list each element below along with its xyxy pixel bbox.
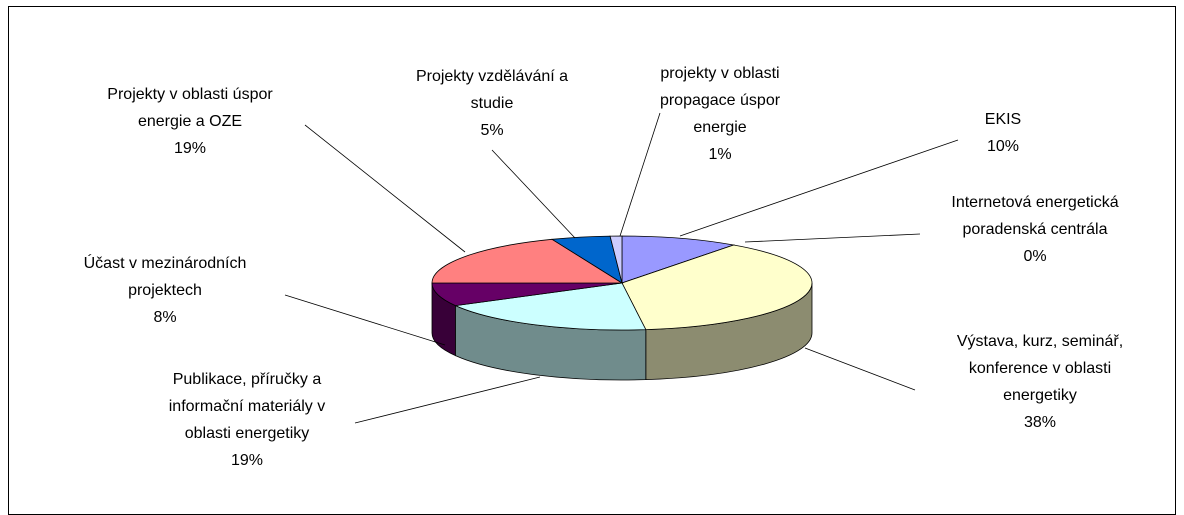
slice-label: Projekty v oblasti úspor energie a OZE — [107, 86, 273, 130]
value-label: 1% — [708, 146, 731, 163]
slice — [621, 244, 813, 331]
leader-line — [491, 149, 576, 239]
slice — [621, 235, 736, 284]
slice-label: Projekty vzdělávání a studie — [416, 68, 568, 112]
leader-line — [619, 112, 661, 237]
slice-label: Publikace, příručky a informační materiál… — [169, 371, 326, 442]
slice — [431, 238, 624, 284]
value-label: 38% — [1024, 414, 1056, 431]
slice-label: EKIS — [985, 111, 1021, 128]
value-label: 8% — [153, 309, 176, 326]
leader-line — [679, 139, 959, 237]
value-label: 5% — [480, 122, 503, 139]
value-label: 19% — [231, 452, 263, 469]
slice-label: projekty v oblasti propagace úspor energie — [660, 65, 781, 136]
leader-line — [804, 347, 916, 391]
slice-label: Internetová energetická poradenská centrá… — [951, 194, 1118, 238]
value-label: 10% — [987, 138, 1019, 155]
leader-line — [304, 124, 466, 253]
value-label: 0% — [1023, 248, 1046, 265]
leader-line — [744, 233, 921, 243]
leader-line — [284, 294, 446, 346]
slice — [431, 282, 623, 307]
slice-label: Účast v mezinárodních projektech — [84, 253, 247, 299]
value-label: 19% — [174, 140, 206, 157]
slice-label: Výstava, kurz, seminář, konference v obla… — [957, 333, 1123, 404]
leader-line — [354, 376, 541, 424]
slice — [454, 282, 647, 331]
slice — [609, 235, 623, 284]
